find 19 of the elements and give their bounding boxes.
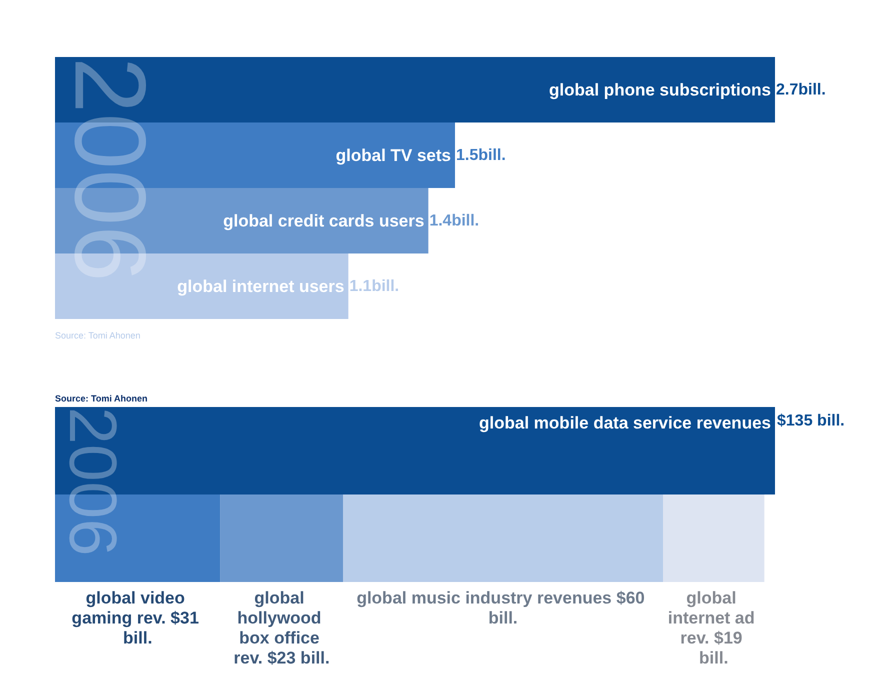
y-tick-label: global credit cards users bbox=[223, 211, 424, 230]
series-label: global mobile data service revenues bbox=[479, 414, 771, 432]
y-tick-label: global internet users bbox=[177, 276, 344, 296]
text: bill. bbox=[123, 628, 152, 648]
data-label: 1.4bill. bbox=[429, 212, 480, 230]
annotation: 2006 bbox=[54, 57, 166, 282]
data-label: 1.1bill. bbox=[349, 278, 400, 295]
source-note: Source: Tomi Ahonen bbox=[55, 330, 140, 340]
text: global hollywood box office rev. $23 bill. bbox=[234, 588, 330, 668]
text: global music industry revenues $60 bbox=[356, 588, 645, 608]
data-label: 2.7bill. bbox=[776, 81, 826, 98]
annotation: 2006 bbox=[55, 407, 130, 556]
text: bill. bbox=[699, 648, 728, 668]
y-tick-label: global TV sets bbox=[336, 146, 451, 165]
text: bill. bbox=[488, 608, 518, 628]
data-label: 1.5bill. bbox=[456, 146, 506, 164]
y-tick-label: global phone subscriptions bbox=[549, 80, 771, 100]
source-note: Source: Tomi Ahonen bbox=[55, 394, 148, 404]
data-label: $135 bill. bbox=[777, 412, 845, 430]
